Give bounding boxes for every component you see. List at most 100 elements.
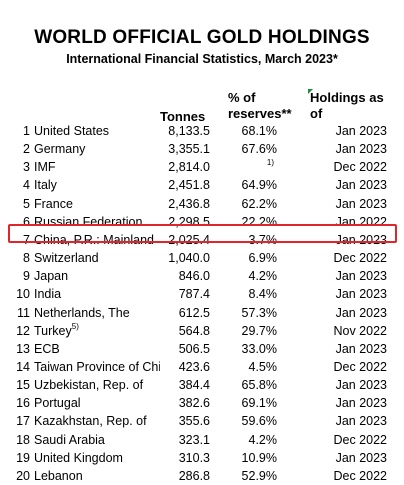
table-row: 16 Portugal 382.6 69.1% Jan 2023 bbox=[0, 394, 404, 412]
country-cell: Portugal bbox=[34, 394, 160, 412]
country-cell: United States bbox=[34, 122, 160, 140]
header-pct-line2: reserves** bbox=[228, 106, 292, 121]
country-cell: Kazakhstan, Rep. of bbox=[34, 412, 160, 430]
country-cell: Uzbekistan, Rep. of bbox=[34, 376, 160, 394]
pct-reserves-cell: 62.2% bbox=[241, 196, 277, 211]
country-name: India bbox=[34, 287, 62, 302]
rank-cell: 6 bbox=[23, 214, 30, 229]
country-name: Netherlands, The bbox=[34, 305, 130, 320]
pct-reserves-cell: 65.8% bbox=[241, 378, 277, 393]
rank-cell: 11 bbox=[17, 305, 30, 320]
tonnes-cell: 310.3 bbox=[178, 450, 210, 465]
table-row: 5 France 2,436.8 62.2% Jan 2023 bbox=[0, 195, 404, 213]
country-name: Uzbekistan, Rep. of bbox=[34, 378, 144, 393]
country-cell: Netherlands, The bbox=[34, 304, 160, 322]
holdings-date-cell: Jan 2023 bbox=[335, 124, 387, 138]
table-row: 12 Turkey5) 564.8 29.7% Nov 2022 bbox=[0, 322, 404, 340]
table-row: 10 India 787.4 8.4% Jan 2023 bbox=[0, 285, 404, 303]
country-cell: Italy bbox=[34, 176, 160, 194]
country-cell: Japan bbox=[34, 267, 160, 285]
country-cell: Taiwan Province of China bbox=[34, 358, 160, 376]
country-cell: Saudi Arabia bbox=[34, 431, 160, 449]
rank-cell: 13 bbox=[16, 341, 30, 356]
table-row: 8 Switzerland 1,040.0 6.9% Dec 2022 bbox=[0, 249, 404, 267]
pct-reserves-cell: 8.4% bbox=[248, 287, 278, 302]
holdings-date-cell: Jan 2023 bbox=[335, 196, 387, 211]
tonnes-cell: 564.8 bbox=[178, 323, 210, 338]
country-name: Turkey bbox=[34, 323, 72, 338]
pct-reserves-cell: 3.7% bbox=[248, 232, 278, 247]
rank-cell: 16 bbox=[16, 396, 30, 411]
holdings-date-cell: Jan 2023 bbox=[335, 378, 387, 393]
header-holdings-as-of: Holdings as of bbox=[310, 90, 384, 122]
table-row: 19 United Kingdom 310.3 10.9% Jan 2023 bbox=[0, 449, 404, 467]
rank-cell: 12 bbox=[16, 323, 30, 338]
holdings-date-cell: Jan 2023 bbox=[335, 341, 387, 356]
country-name: United Kingdom bbox=[34, 450, 123, 465]
pct-reserves-cell: 68.1% bbox=[241, 124, 277, 138]
country-cell: ECB bbox=[34, 340, 160, 358]
rank-cell: 15 bbox=[16, 378, 30, 393]
table-row: 3 IMF 2,814.0 1) Dec 2022 bbox=[0, 158, 404, 176]
country-cell: United Kingdom bbox=[34, 449, 160, 467]
pct-reserves-cell: 10.9% bbox=[241, 450, 277, 465]
rank-cell: 10 bbox=[16, 287, 30, 302]
tonnes-cell: 286.8 bbox=[178, 468, 210, 483]
holdings-date-cell: Jan 2023 bbox=[335, 305, 387, 320]
country-cell: Germany bbox=[34, 140, 160, 158]
tonnes-cell: 8,133.5 bbox=[168, 124, 210, 138]
pct-reserves-cell: 6.9% bbox=[248, 251, 278, 266]
country-cell: Switzerland bbox=[34, 249, 160, 267]
header-holdings-line1: Holdings as bbox=[310, 90, 384, 105]
table-row: 15 Uzbekistan, Rep. of 384.4 65.8% Jan 2023 bbox=[0, 376, 404, 394]
rank-cell: 4 bbox=[23, 178, 30, 193]
pct-reserves-cell: 52.9% bbox=[241, 468, 277, 483]
country-name: Saudi Arabia bbox=[34, 432, 105, 447]
rank-cell: 1 bbox=[23, 124, 30, 138]
footnote-marker: 1) bbox=[266, 158, 274, 168]
rank-cell: 2 bbox=[23, 142, 30, 157]
tonnes-cell: 2,814.0 bbox=[168, 160, 210, 175]
pct-reserves-cell: 64.9% bbox=[241, 178, 277, 193]
holdings-date-cell: Jan 2023 bbox=[335, 142, 387, 157]
tonnes-cell: 323.1 bbox=[178, 432, 210, 447]
country-cell: China, P.R.: Mainland bbox=[34, 231, 160, 249]
table-title: WORLD OFFICIAL GOLD HOLDINGS bbox=[34, 27, 370, 48]
country-cell: IMF bbox=[34, 158, 160, 176]
rank-cell: 20 bbox=[16, 468, 30, 483]
highlight-box-china bbox=[8, 224, 397, 243]
rank-cell: 5 bbox=[23, 196, 30, 211]
tonnes-cell: 382.6 bbox=[178, 396, 210, 411]
tonnes-cell: 2,436.8 bbox=[168, 196, 210, 211]
rank-cell: 14 bbox=[16, 359, 30, 374]
holdings-date-cell: Dec 2022 bbox=[333, 359, 387, 374]
rank-cell: 7 bbox=[23, 232, 30, 247]
country-name: Italy bbox=[34, 178, 57, 193]
country-name: France bbox=[34, 196, 73, 211]
comment-marker-icon bbox=[308, 89, 313, 94]
rank-cell: 19 bbox=[16, 450, 30, 465]
tonnes-cell: 1,040.0 bbox=[168, 251, 210, 266]
country-name: ECB bbox=[34, 341, 60, 356]
country-name: Japan bbox=[34, 269, 69, 284]
country-name: Kazakhstan, Rep. of bbox=[34, 414, 147, 429]
country-cell: India bbox=[34, 285, 160, 303]
holdings-date-cell: Jan 2023 bbox=[335, 287, 387, 302]
tonnes-cell: 423.6 bbox=[178, 359, 210, 374]
country-name: Switzerland bbox=[34, 251, 99, 266]
pct-reserves-cell: 57.3% bbox=[241, 305, 277, 320]
header-pct-reserves: % of reserves** bbox=[228, 90, 292, 122]
holdings-date-cell: Nov 2022 bbox=[333, 323, 387, 338]
pct-reserves-cell: 4.5% bbox=[248, 359, 278, 374]
table-row: 2 Germany 3,355.1 67.6% Jan 2023 bbox=[0, 140, 404, 158]
table-row: 9 Japan 846.0 4.2% Jan 2023 bbox=[0, 267, 404, 285]
rank-cell: 3 bbox=[23, 160, 30, 175]
pct-reserves-cell: 4.2% bbox=[248, 269, 278, 284]
rank-cell: 18 bbox=[16, 432, 30, 447]
header-pct-line1: % of bbox=[228, 90, 256, 105]
holdings-date-cell: Jan 2023 bbox=[335, 232, 387, 247]
header-tonnes: Tonnes bbox=[160, 109, 206, 124]
tonnes-cell: 384.4 bbox=[178, 378, 210, 393]
pct-reserves-cell: 59.6% bbox=[241, 414, 277, 429]
tonnes-cell: 846.0 bbox=[178, 269, 210, 284]
